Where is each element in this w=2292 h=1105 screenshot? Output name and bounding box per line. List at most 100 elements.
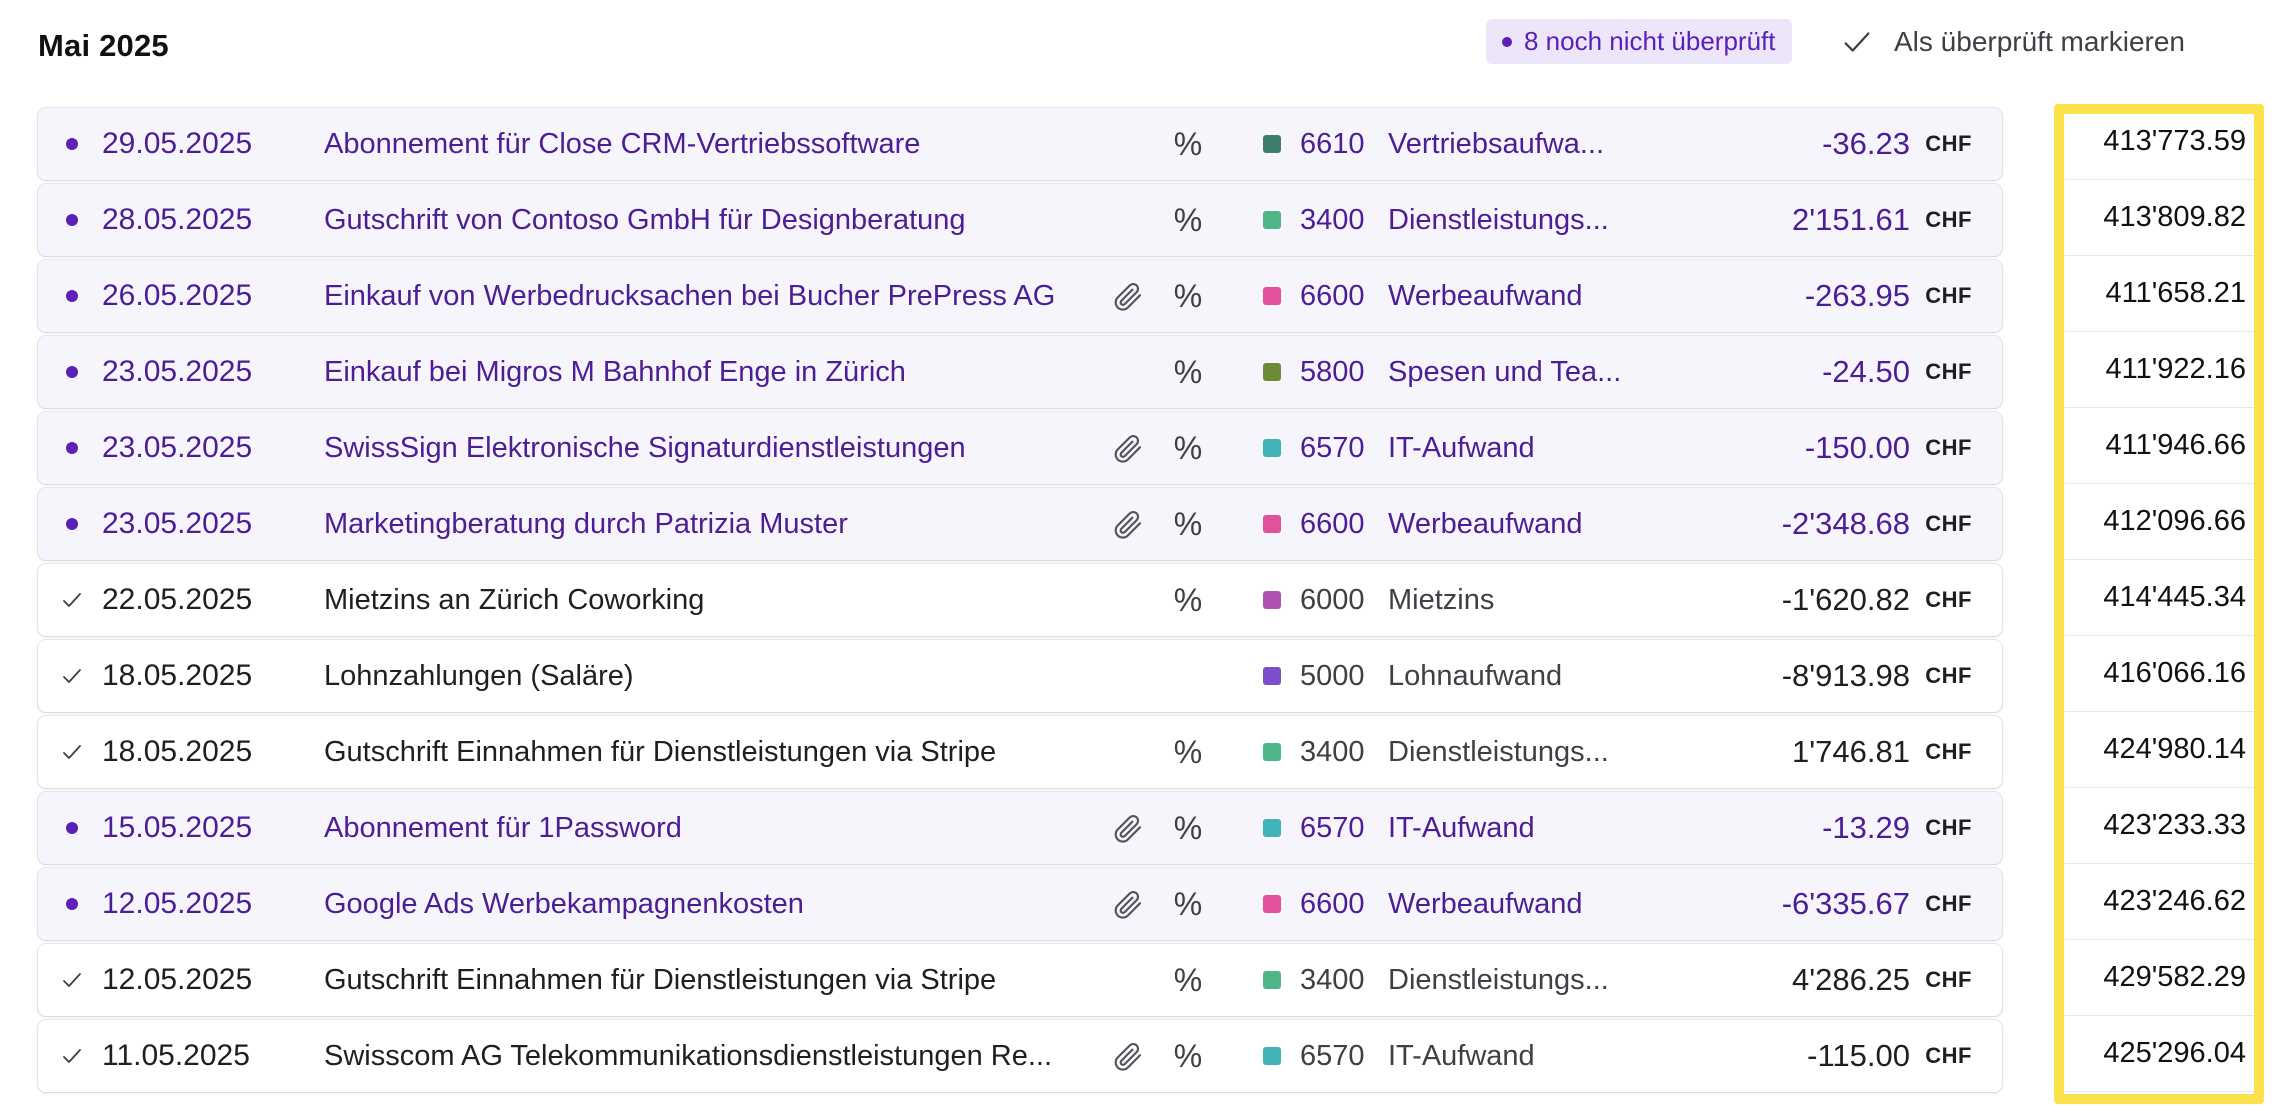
- running-balance: 424'980.14: [2056, 712, 2260, 788]
- transaction-row[interactable]: 12.05.2025 Google Ads Werbekampagnenkost…: [38, 868, 2002, 940]
- vat-percent-icon[interactable]: %: [1173, 885, 1203, 922]
- running-balance: 423'246.62: [2056, 864, 2260, 940]
- transaction-row[interactable]: 28.05.2025 Gutschrift von Contoso GmbH f…: [38, 184, 2002, 256]
- transaction-row[interactable]: 29.05.2025 Abonnement für Close CRM-Vert…: [38, 108, 2002, 180]
- vat-percent-icon[interactable]: %: [1173, 277, 1203, 314]
- transaction-date: 18.05.2025: [102, 735, 253, 768]
- unreviewed-dot-icon: [60, 336, 84, 408]
- currency-label: CHF: [1925, 435, 1972, 460]
- paperclip-icon[interactable]: [1110, 1020, 1146, 1092]
- currency-label: CHF: [1925, 131, 1972, 156]
- running-balance: 416'066.16: [2056, 636, 2260, 712]
- transaction-row[interactable]: 23.05.2025 Einkauf bei Migros M Bahnhof …: [38, 336, 2002, 408]
- account-name: Dienstleistungs...: [1388, 964, 1609, 996]
- currency-label: CHF: [1925, 359, 1972, 384]
- vat-percent-icon[interactable]: %: [1173, 505, 1203, 542]
- unreviewed-dot-icon: [60, 108, 84, 180]
- transaction-amount: 2'151.61: [1792, 202, 1910, 237]
- transaction-row[interactable]: 23.05.2025 SwissSign Elektronische Signa…: [38, 412, 2002, 484]
- reviewed-check-icon: [60, 944, 84, 1016]
- vat-percent-icon[interactable]: %: [1173, 125, 1203, 162]
- paperclip-icon[interactable]: [1110, 260, 1146, 332]
- account-color-swatch: [1262, 944, 1282, 1016]
- vat-percent-icon[interactable]: %: [1173, 733, 1203, 770]
- unreviewed-dot-icon: [60, 412, 84, 484]
- unreviewed-dot-icon: [1502, 36, 1512, 47]
- paperclip-icon[interactable]: [1110, 412, 1146, 484]
- transaction-date: 29.05.2025: [102, 127, 253, 160]
- reviewed-check-icon: [60, 640, 84, 712]
- transaction-date: 12.05.2025: [102, 963, 253, 996]
- transaction-row[interactable]: 26.05.2025 Einkauf von Werbedrucksachen …: [38, 260, 2002, 332]
- account-color-swatch: [1262, 184, 1282, 256]
- account-color-swatch: [1262, 108, 1282, 180]
- unreviewed-dot-icon: [60, 184, 84, 256]
- vat-percent-icon[interactable]: %: [1173, 581, 1203, 618]
- transaction-list: 29.05.2025 Abonnement für Close CRM-Vert…: [38, 108, 2002, 1096]
- account-number: 3400: [1300, 203, 1365, 236]
- transaction-date: 18.05.2025: [102, 659, 253, 692]
- vat-percent-icon[interactable]: %: [1173, 809, 1203, 846]
- transaction-date: 23.05.2025: [102, 355, 253, 388]
- transaction-description: Gutschrift von Contoso GmbH für Designbe…: [324, 204, 966, 236]
- account-color-swatch: [1262, 1020, 1282, 1092]
- paperclip-icon[interactable]: [1110, 792, 1146, 864]
- running-balance: 425'296.04: [2056, 1016, 2260, 1092]
- account-number: 6570: [1300, 1039, 1365, 1072]
- account-number: 6600: [1300, 279, 1365, 312]
- paperclip-icon[interactable]: [1110, 488, 1146, 560]
- account-color-swatch: [1262, 716, 1282, 788]
- transaction-row[interactable]: 18.05.2025 Lohnzahlungen (Saläre) 5000 L…: [38, 640, 2002, 712]
- account-number: 5800: [1300, 355, 1365, 388]
- transaction-description: Einkauf von Werbedrucksachen bei Bucher …: [324, 280, 1056, 312]
- transaction-amount: -24.50: [1822, 354, 1910, 389]
- month-header: Mai 2025 8 noch nicht überprüft Als über…: [38, 0, 2254, 88]
- transaction-row[interactable]: 23.05.2025 Marketingberatung durch Patri…: [38, 488, 2002, 560]
- account-number: 5000: [1300, 659, 1365, 692]
- transaction-date: 26.05.2025: [102, 279, 253, 312]
- transaction-description: SwissSign Elektronische Signaturdienstle…: [324, 432, 966, 464]
- account-name: IT-Aufwand: [1388, 1040, 1535, 1072]
- mark-reviewed-button[interactable]: Als überprüft markieren: [1840, 19, 2185, 64]
- transaction-description: Gutschrift Einnahmen für Dienstleistunge…: [324, 964, 997, 996]
- vat-percent-icon[interactable]: %: [1173, 429, 1203, 466]
- transaction-row[interactable]: 15.05.2025 Abonnement für 1Password % 65…: [38, 792, 2002, 864]
- currency-label: CHF: [1925, 663, 1972, 688]
- account-name: Lohnaufwand: [1388, 660, 1563, 692]
- transaction-description: Swisscom AG Telekommunikationsdienstleis…: [324, 1040, 1053, 1072]
- account-color-swatch: [1262, 640, 1282, 712]
- account-number: 6570: [1300, 811, 1365, 844]
- currency-label: CHF: [1925, 739, 1972, 764]
- account-color-swatch: [1262, 792, 1282, 864]
- running-balance: 412'096.66: [2056, 484, 2260, 560]
- account-color-swatch: [1262, 260, 1282, 332]
- reviewed-check-icon: [60, 564, 84, 636]
- paperclip-icon[interactable]: [1110, 868, 1146, 940]
- reviewed-check-icon: [60, 716, 84, 788]
- transaction-amount: -6'335.67: [1781, 886, 1910, 921]
- running-balance: 411'922.16: [2056, 332, 2260, 408]
- vat-percent-icon[interactable]: %: [1173, 1037, 1203, 1074]
- account-number: 6000: [1300, 583, 1365, 616]
- transaction-row[interactable]: 12.05.2025 Gutschrift Einnahmen für Dien…: [38, 944, 2002, 1016]
- vat-percent-icon[interactable]: %: [1173, 961, 1203, 998]
- running-balance: 411'946.66: [2056, 408, 2260, 484]
- vat-percent-icon[interactable]: %: [1173, 353, 1203, 390]
- running-balance: 414'445.34: [2056, 560, 2260, 636]
- transaction-row[interactable]: 18.05.2025 Gutschrift Einnahmen für Dien…: [38, 716, 2002, 788]
- currency-label: CHF: [1925, 283, 1972, 308]
- unreviewed-dot-icon: [60, 260, 84, 332]
- vat-percent-icon[interactable]: %: [1173, 201, 1203, 238]
- running-balance: 411'658.21: [2056, 256, 2260, 332]
- currency-label: CHF: [1925, 511, 1972, 536]
- transaction-amount: 4'286.25: [1792, 962, 1910, 997]
- pending-review-badge[interactable]: 8 noch nicht überprüft: [1486, 19, 1792, 64]
- account-name: Spesen und Tea...: [1388, 356, 1622, 388]
- account-number: 3400: [1300, 735, 1365, 768]
- transaction-date: 12.05.2025: [102, 887, 253, 920]
- running-balance: 413'773.59: [2056, 104, 2260, 180]
- transaction-row[interactable]: 11.05.2025 Swisscom AG Telekommunikation…: [38, 1020, 2002, 1092]
- account-color-swatch: [1262, 488, 1282, 560]
- transaction-row[interactable]: 22.05.2025 Mietzins an Zürich Coworking …: [38, 564, 2002, 636]
- mark-reviewed-label: Als überprüft markieren: [1894, 25, 2186, 57]
